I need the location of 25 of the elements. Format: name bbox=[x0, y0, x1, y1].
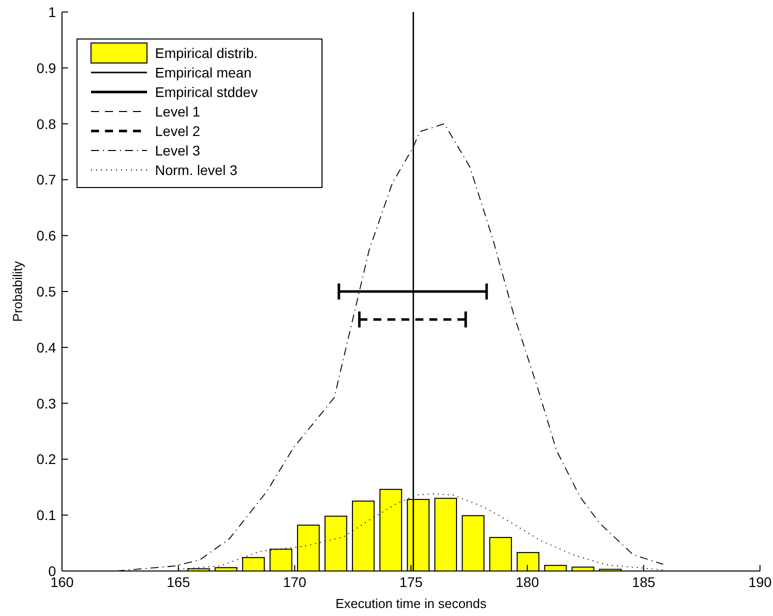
legend-label: Level 2 bbox=[155, 123, 200, 139]
x-tick-label: 175 bbox=[399, 574, 423, 590]
legend-label: Norm. level 3 bbox=[155, 162, 238, 178]
x-tick-label: 185 bbox=[632, 574, 656, 590]
y-tick-label: 0.5 bbox=[36, 284, 56, 300]
legend-label: Level 1 bbox=[155, 104, 200, 120]
legend-label: Empirical mean bbox=[155, 64, 252, 80]
y-tick-label: 0.3 bbox=[36, 395, 56, 412]
x-tick-label: 190 bbox=[748, 574, 772, 590]
x-tick-label: 165 bbox=[166, 574, 190, 590]
y-tick-label: 0.6 bbox=[36, 228, 56, 244]
y-tick-label: 0.4 bbox=[36, 339, 56, 356]
y-tick-label: 0.7 bbox=[36, 172, 56, 188]
y-tick-label: 0.9 bbox=[36, 60, 56, 76]
y-tick-label: 0.1 bbox=[36, 507, 56, 524]
y-tick-label: 0.2 bbox=[36, 451, 56, 468]
legend-label: Empirical stddev bbox=[155, 84, 258, 100]
y-tick-label: 0.8 bbox=[36, 116, 56, 132]
legend-label: Level 3 bbox=[155, 142, 200, 158]
x-axis-title: Execution time in seconds bbox=[335, 596, 488, 611]
y-axis-title: Probability bbox=[10, 260, 25, 322]
x-tick-label: 180 bbox=[516, 574, 540, 590]
legend-label: Empirical distrib. bbox=[155, 45, 258, 61]
y-tick-label: 1 bbox=[48, 4, 56, 20]
x-tick-label: 170 bbox=[282, 574, 307, 590]
